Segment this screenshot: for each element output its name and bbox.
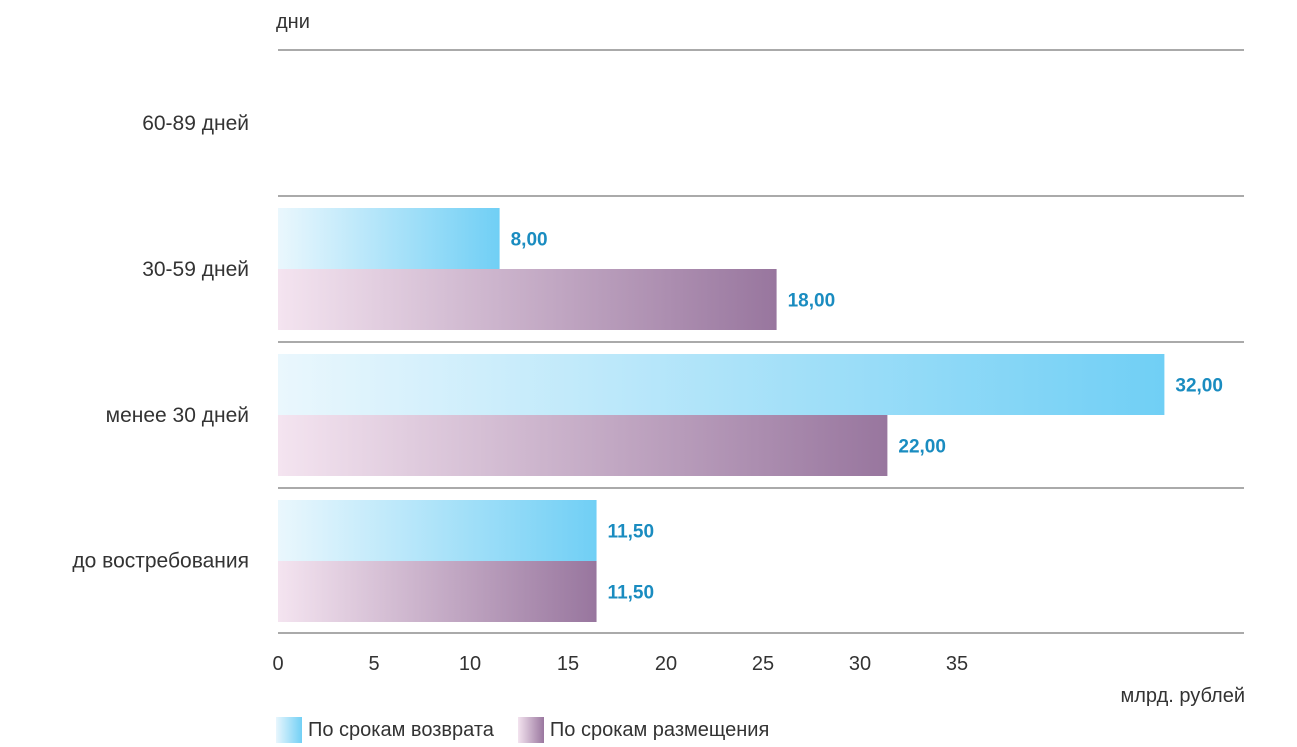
bar-return xyxy=(278,208,500,269)
x-tick-label: 25 xyxy=(752,653,774,675)
x-tick-label: 15 xyxy=(557,653,579,675)
x-tick-labels: 0 5 10 15 20 25 30 35 xyxy=(272,653,968,675)
y-axis-label: дни xyxy=(276,11,310,33)
bars xyxy=(278,208,1165,622)
x-tick-label: 20 xyxy=(655,653,677,675)
x-axis-label: млрд. рублей xyxy=(1120,685,1245,707)
bar-placement xyxy=(278,269,777,330)
data-label: 8,00 xyxy=(511,230,548,251)
x-tick-label: 10 xyxy=(459,653,481,675)
category-label: 30-59 дней xyxy=(142,258,249,281)
legend: По срокам возврата По срокам размещения xyxy=(276,717,793,743)
data-label: 11,50 xyxy=(608,583,655,604)
data-label: 22,00 xyxy=(898,437,946,458)
category-labels: 60-89 дней 30-59 дней менее 30 дней до вост… xyxy=(72,112,249,573)
x-tick-label: 30 xyxy=(849,653,871,675)
bar-placement xyxy=(278,415,888,476)
x-tick-label: 35 xyxy=(946,653,968,675)
legend-item-return: По срокам возврата xyxy=(276,717,494,743)
legend-swatch-return xyxy=(276,717,302,743)
legend-label-placement: По срокам размещения xyxy=(549,718,770,741)
category-label: менее 30 дней xyxy=(106,404,249,427)
legend-item-placement: По срокам размещения xyxy=(517,717,770,743)
bar-return xyxy=(278,354,1165,415)
category-label: 60-89 дней xyxy=(142,112,249,135)
category-label: до востребования xyxy=(72,550,249,573)
bar-placement xyxy=(278,561,597,622)
legend-swatch-placement xyxy=(517,717,544,743)
bar-return xyxy=(278,500,597,561)
x-tick-label: 5 xyxy=(368,653,379,675)
legend-label-return: По срокам возврата xyxy=(308,718,494,741)
data-label: 11,50 xyxy=(608,522,655,543)
x-tick-label: 0 xyxy=(272,653,283,675)
grid-lines xyxy=(278,49,1244,634)
data-label: 32,00 xyxy=(1175,376,1223,397)
value-labels: 8,00 18,00 32,00 22,00 11,50 11,50 xyxy=(511,230,1223,604)
data-label: 18,00 xyxy=(788,291,836,312)
